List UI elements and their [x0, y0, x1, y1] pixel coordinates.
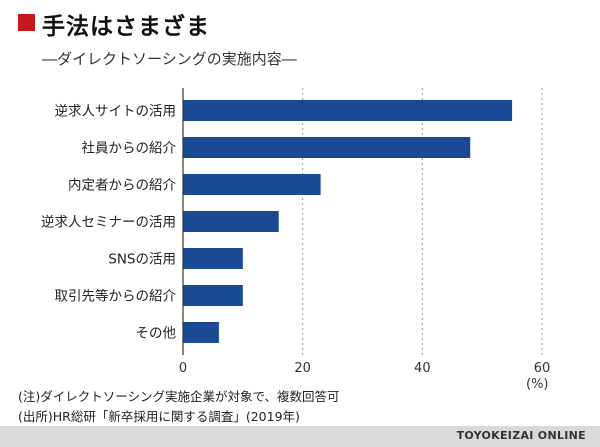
x-tick-label: 0 [179, 361, 187, 376]
category-label: SNSの活用 [108, 252, 176, 268]
chart-subtitle: ―ダイレクトソーシングの実施内容― [42, 50, 297, 68]
footer-bar: TOYOKEIZAI ONLINE [0, 426, 600, 447]
bar [183, 285, 243, 306]
category-label: 内定者からの紹介 [68, 178, 176, 194]
footnotes: (注)ダイレクトソーシング実施企業が対象で、複数回答可 (出所)HR総研「新卒採… [18, 387, 340, 427]
note-source: (出所)HR総研「新卒採用に関する調査」(2019年) [18, 409, 300, 424]
bar [183, 211, 279, 232]
note-target: (注)ダイレクトソーシング実施企業が対象で、複数回答可 [18, 389, 340, 404]
category-label: その他 [136, 326, 177, 342]
bar [183, 174, 321, 195]
category-label: 取引先等からの紹介 [55, 288, 177, 305]
bar [183, 322, 219, 343]
category-label: 社員からの紹介 [82, 141, 177, 157]
footer-brand: TOYOKEIZAI ONLINE [456, 429, 586, 442]
category-label: 逆求人セミナーの活用 [41, 215, 176, 231]
x-tick-label: 60 [534, 361, 551, 376]
bar [183, 137, 471, 158]
bar [183, 100, 513, 121]
category-label: 逆求人サイトの活用 [55, 104, 177, 120]
bar [183, 248, 243, 269]
x-tick-label: 20 [294, 361, 311, 376]
x-tick-label: 40 [414, 361, 431, 376]
title-marker [18, 14, 35, 31]
chart-title: 手法はさまざま [42, 14, 210, 40]
x-axis-unit: (%) [526, 377, 549, 392]
